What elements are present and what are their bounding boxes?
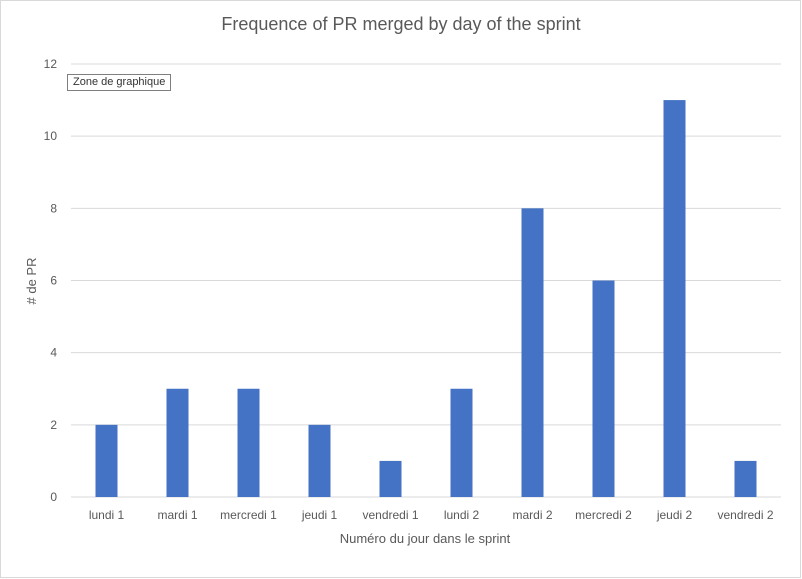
y-tick-label: 12 [44, 57, 58, 71]
bar-mercredi-2[interactable] [592, 280, 615, 498]
x-tick-label: lundi 1 [89, 508, 125, 522]
y-tick-label: 10 [44, 129, 58, 143]
x-axis-ticks: lundi 1 mardi 1 mercredi 1 jeudi 1 vendredi … [89, 508, 774, 522]
bar-jeudi-1[interactable] [308, 424, 331, 497]
y-tick-label: 4 [50, 346, 57, 360]
bar-mardi-1[interactable] [166, 388, 189, 497]
chart-area-tooltip: Zone de graphique [67, 74, 172, 91]
gridlines [71, 63, 781, 498]
bar-vendredi-1[interactable] [379, 460, 402, 497]
y-tick-label: 0 [50, 490, 57, 504]
bar-vendredi-2[interactable] [734, 460, 757, 497]
x-tick-label: jeudi 2 [656, 508, 693, 522]
x-tick-label: mardi 2 [512, 508, 552, 522]
y-tick-label: 2 [50, 418, 57, 432]
x-tick-label: jeudi 1 [301, 508, 338, 522]
x-tick-label: lundi 2 [444, 508, 480, 522]
bar-lundi-1[interactable] [95, 424, 118, 497]
y-tick-label: 6 [50, 274, 57, 288]
x-tick-label: vendredi 2 [717, 508, 773, 522]
y-tick-label: 8 [50, 201, 57, 215]
bars [95, 100, 757, 498]
bar-jeudi-2[interactable] [663, 100, 686, 497]
x-axis-title: Numéro du jour dans le sprint [340, 531, 511, 546]
x-tick-label: mardi 1 [157, 508, 197, 522]
bar-mardi-2[interactable] [521, 208, 544, 498]
bar-mercredi-1[interactable] [237, 388, 260, 497]
chart-title: Frequence of PR merged by day of the spr… [221, 14, 580, 34]
bar-lundi-2[interactable] [450, 388, 473, 497]
y-axis-title: # de PR [24, 258, 39, 305]
x-tick-label: vendredi 1 [362, 508, 418, 522]
y-axis-ticks: 0 2 4 6 8 10 12 [44, 57, 58, 504]
x-tick-label: mercredi 1 [220, 508, 277, 522]
x-tick-label: mercredi 2 [575, 508, 632, 522]
